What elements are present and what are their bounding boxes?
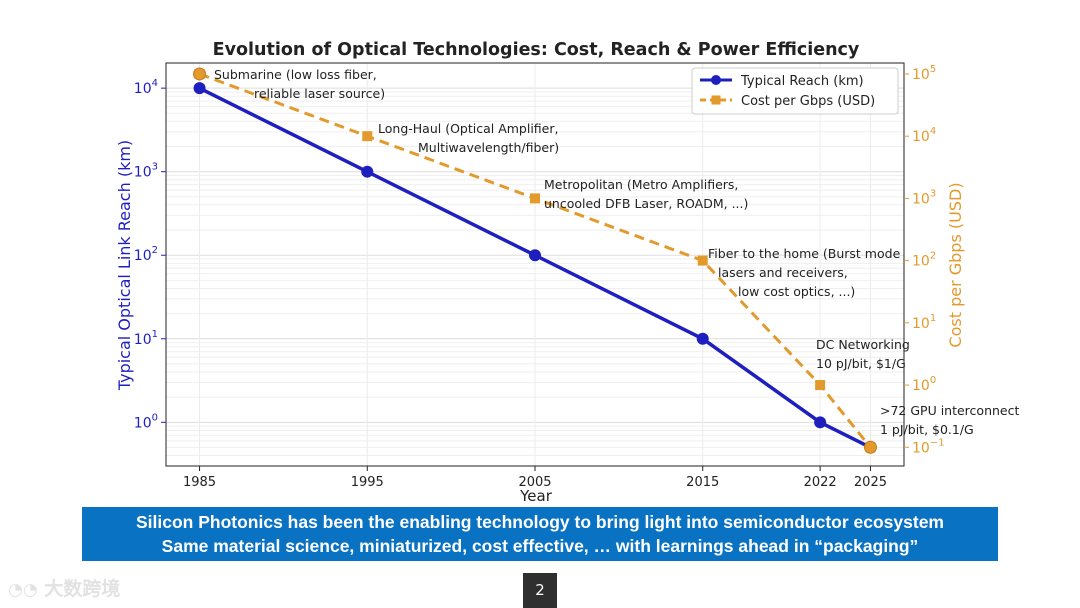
- cost-point: [530, 193, 540, 204]
- reach-point: [814, 416, 827, 429]
- right-y-tick-label: 100: [912, 375, 936, 394]
- right-y-tick-label: 10−1: [912, 437, 945, 456]
- annotations: Submarine (low loss fiber, reliable laser…: [214, 67, 1019, 437]
- annotation-text: 10 pJ/bit, $1/G: [816, 356, 906, 371]
- reach-point: [193, 82, 206, 95]
- left-y-tick-label: 100: [134, 412, 158, 431]
- reach-point: [529, 249, 541, 262]
- left-y-tick-label: 101: [134, 329, 158, 348]
- banner-line-1: Silicon Photonics has been the enabling …: [135, 512, 944, 532]
- x-tick-label: 2005: [518, 475, 551, 490]
- chart: Evolution of Optical Technologies: Cost,…: [115, 40, 1019, 505]
- x-tick-label: 2022: [804, 475, 837, 490]
- x-tick-label: 2025: [854, 475, 887, 490]
- left-y-tick-label: 102: [134, 245, 158, 264]
- annotation-text: DC Networking: [816, 337, 910, 352]
- right-y-tick-label: 105: [912, 64, 936, 83]
- left-y-tick-label: 104: [134, 78, 158, 97]
- left-y-axis: 100 101 102 103 104: [134, 78, 166, 431]
- annotation-text: Long-Haul (Optical Amplifier,: [378, 121, 558, 136]
- logo-icon: ◔◔: [8, 580, 38, 600]
- legend-reach-label: Typical Reach (km): [740, 74, 864, 89]
- x-tick-label: 1995: [351, 475, 384, 490]
- watermark: ◔◔ 大数跨境: [8, 574, 120, 601]
- right-y-tick-label: 104: [912, 126, 936, 145]
- left-y-axis-label: Typical Optical Link Reach (km): [115, 140, 134, 391]
- annotation-text: lasers and receivers,: [718, 265, 848, 280]
- x-axis-label: Year: [519, 487, 553, 505]
- annotation-text: uncooled DFB Laser, ROADM, ...): [544, 196, 748, 211]
- cost-point: [815, 380, 826, 391]
- annotation-text: >72 GPU interconnect: [880, 403, 1019, 418]
- cost-point: [697, 255, 708, 266]
- annotation-text: Metropolitan (Metro Amplifiers,: [544, 177, 738, 192]
- x-tick-label: 2015: [686, 475, 719, 490]
- right-y-tick-label: 103: [912, 188, 936, 207]
- left-y-tick-label: 103: [134, 162, 158, 181]
- x-axis: 1985 1995 2005 2015 2022 2025: [183, 466, 887, 490]
- legend-reach-marker: [711, 75, 721, 85]
- legend-box: [691, 67, 899, 115]
- x-tick-label: 1985: [183, 475, 216, 490]
- legend-cost-label: Cost per Gbps (USD): [741, 94, 875, 109]
- legend-cost-marker: [711, 95, 721, 105]
- series: [193, 67, 877, 454]
- cost-point-overlap: [193, 67, 207, 81]
- watermark-text: 大数跨境: [44, 578, 121, 600]
- page-number: 2: [523, 573, 557, 608]
- annotation-text: Multiwavelength/fiber): [418, 140, 559, 155]
- legend: Typical Reach (km) Cost per Gbps (USD): [691, 67, 899, 115]
- right-y-axis-label: Cost per Gbps (USD): [946, 182, 965, 347]
- reach-point: [361, 165, 374, 178]
- right-y-tick-label: 101: [912, 313, 936, 332]
- summary-banner: Silicon Photonics has been the enabling …: [82, 507, 998, 561]
- cost-series-line: [199, 72, 872, 449]
- annotation-text: Submarine (low loss fiber,: [214, 67, 377, 82]
- banner-line-2: Same material science, miniaturized, cos…: [161, 536, 919, 556]
- annotation-text: reliable laser source): [254, 86, 385, 101]
- annotation-text: 1 pJ/bit, $0.1/G: [880, 422, 974, 437]
- cost-point: [362, 131, 373, 142]
- chart-title: Evolution of Optical Technologies: Cost,…: [213, 40, 860, 60]
- annotation-text: low cost optics, ...): [738, 284, 855, 299]
- right-y-tick-label: 102: [912, 251, 936, 270]
- annotation-text: Fiber to the home (Burst mode: [708, 246, 901, 261]
- reach-series-line: [198, 86, 872, 450]
- cost-point-overlap: [863, 440, 877, 454]
- reach-point: [696, 332, 709, 345]
- right-y-axis: 10−1 100 101 102 103 104 105: [904, 64, 945, 456]
